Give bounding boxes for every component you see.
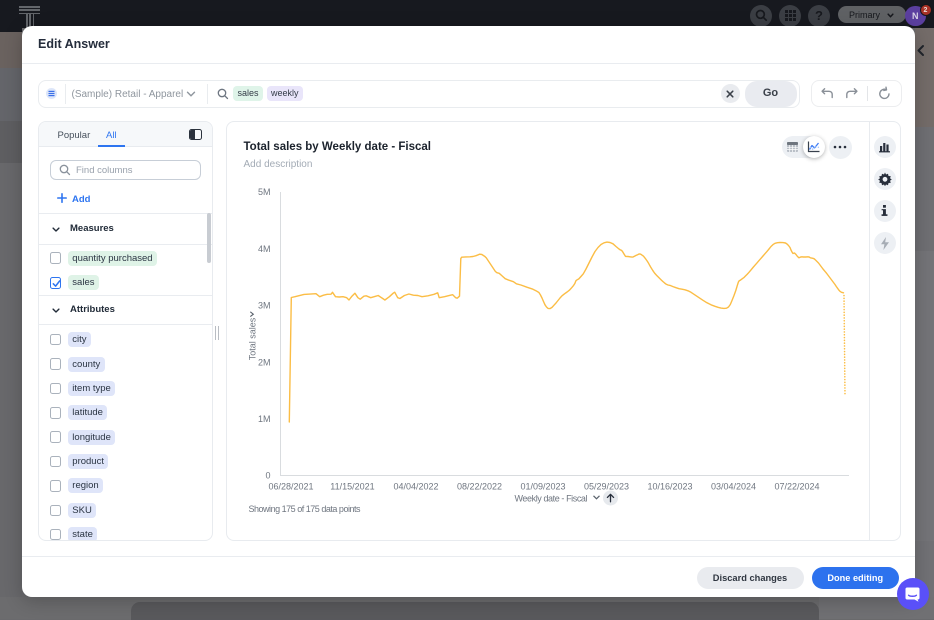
svg-text:0: 0 — [265, 471, 270, 481]
svg-text:Showing 175 of 175 data points: Showing 175 of 175 data points — [249, 504, 362, 514]
svg-text:10/16/2023: 10/16/2023 — [647, 482, 692, 492]
svg-text:03/04/2024: 03/04/2024 — [711, 482, 756, 492]
svg-text:2M: 2M — [258, 357, 271, 367]
svg-text:5M: 5M — [258, 187, 271, 197]
svg-text:08/22/2022: 08/22/2022 — [457, 482, 502, 492]
svg-text:01/09/2023: 01/09/2023 — [520, 482, 565, 492]
svg-text:1M: 1M — [258, 414, 271, 424]
svg-text:04/04/2022: 04/04/2022 — [393, 482, 438, 492]
svg-text:11/15/2021: 11/15/2021 — [330, 482, 374, 492]
svg-text:4M: 4M — [258, 244, 271, 254]
svg-text:Weekly date - Fiscal: Weekly date - Fiscal — [515, 494, 588, 504]
svg-text:3M: 3M — [258, 301, 271, 311]
svg-text:05/29/2023: 05/29/2023 — [584, 482, 629, 492]
svg-text:06/28/2021: 06/28/2021 — [268, 482, 313, 492]
svg-text:Total sales: Total sales — [248, 317, 258, 360]
svg-text:07/22/2024: 07/22/2024 — [774, 482, 819, 492]
